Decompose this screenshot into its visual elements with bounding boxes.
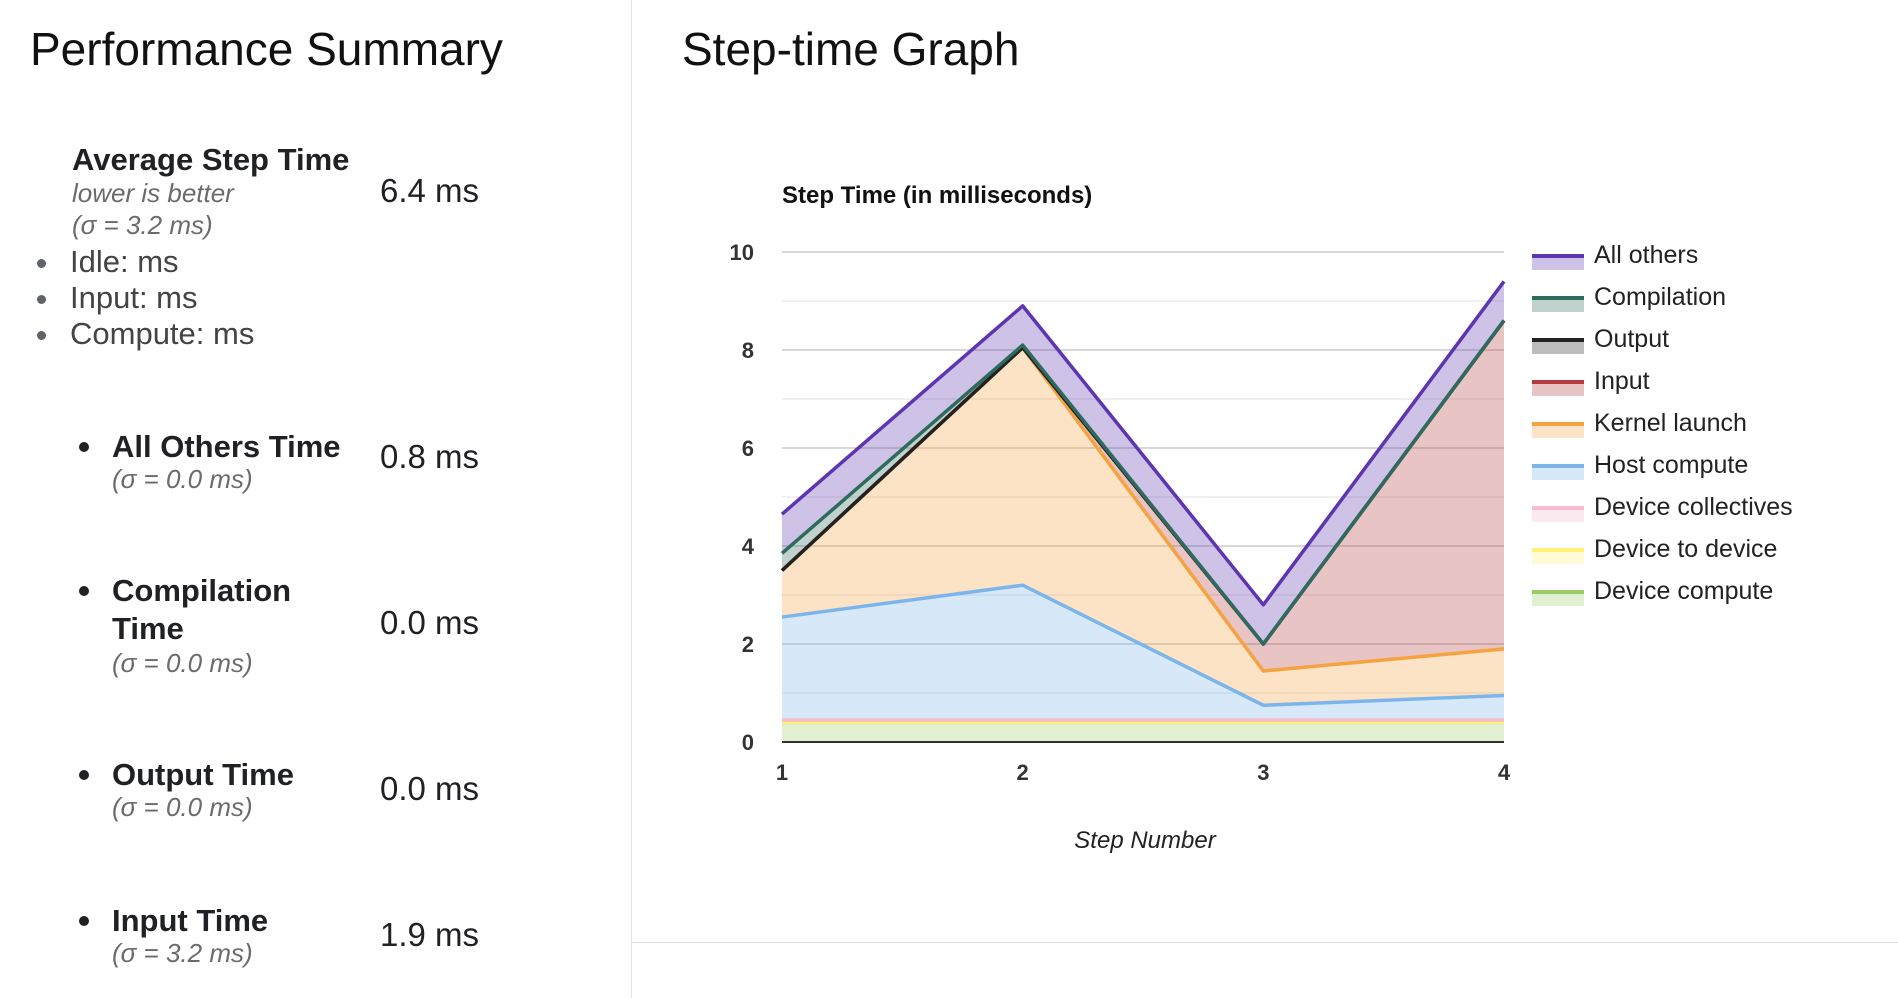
metric-sigma: (σ = 0.0 ms) [112,464,253,494]
x-tick-label: 1 [776,760,788,785]
y-tick-label: 4 [742,534,755,559]
metric-value: 0.8 ms [380,438,480,475]
legend-label: Output [1594,325,1669,353]
area-kernel-launch [782,347,1504,706]
legend-item-device-to-device[interactable]: Device to device [1532,535,1777,564]
legend-item-all-others[interactable]: All others [1532,241,1698,270]
legend-label: Device collectives [1594,493,1793,521]
x-axis-label: Step Number [1074,827,1216,854]
breakdown-item-input: Input: ms [30,280,254,316]
performance-summary-panel: Performance Summary Average Step Time lo… [0,0,632,998]
metric-value: 0.0 ms [380,604,480,641]
line-all-others [780,280,1506,607]
legend-item-device-collectives[interactable]: Device collectives [1532,493,1793,522]
metric-value: 0.0 ms [380,770,480,807]
average-step-time-label: Average Step Time [72,142,350,177]
y-tick-label: 2 [742,632,754,657]
metric-label: Input Time [112,903,269,938]
legend-item-kernel-launch[interactable]: Kernel launch [1532,409,1747,438]
bullet-icon [79,586,89,596]
y-tick-label: 10 [730,240,754,265]
legend-label: All others [1594,241,1698,269]
chart-legend: All others Compilation Output Input Kernel l… [1532,241,1793,606]
divider [632,942,1898,943]
legend-label: Input [1594,367,1650,395]
performance-summary-title: Performance Summary [30,23,503,75]
legend-label: Host compute [1594,451,1748,479]
legend-swatch [1532,256,1584,270]
step-time-breakdown-list: Idle: ms Input: ms Compute: ms [30,244,254,352]
legend-item-input[interactable]: Input [1532,367,1650,396]
step-time-graph-title: Step-time Graph [682,23,1020,75]
line-host-compute [781,583,1505,707]
metric-sigma: (σ = 0.0 ms) [112,792,253,822]
bullet-icon [79,770,89,780]
legend-label: Device to device [1594,535,1777,563]
legend-swatch [1532,466,1584,480]
metric-label-line-1: Compilation [112,573,292,608]
line-compilation [780,319,1506,646]
metric-label-line-2: Time [112,611,184,646]
x-tick-label: 4 [1498,760,1511,785]
average-step-time-value: 6.4 ms [380,172,480,209]
legend-label: Compilation [1594,283,1726,311]
chart-title: Step Time (in milliseconds) [782,182,1092,209]
legend-swatch [1532,508,1584,522]
area-device-compute [782,722,1504,742]
legend-item-compilation[interactable]: Compilation [1532,283,1726,312]
legend-swatch [1532,298,1584,312]
x-tick-label: 3 [1257,760,1269,785]
legend-item-output[interactable]: Output [1532,325,1669,354]
legend-swatch [1532,424,1584,438]
x-tick-label: 2 [1017,760,1029,785]
metric-label: All Others Time [112,429,341,464]
y-tick-label: 0 [742,730,754,755]
metric-value: 1.9 ms [380,916,480,953]
y-tick-label: 6 [742,436,754,461]
breakdown-item-compute: Compute: ms [30,316,254,352]
y-tick-label: 8 [742,338,754,363]
area-all-others [782,281,1504,644]
breakdown-item-idle: Idle: ms [30,244,254,280]
legend-label: Device compute [1594,577,1773,605]
area-host-compute [782,585,1504,720]
legend-swatch [1532,592,1584,606]
bullet-icon [79,442,89,452]
average-step-time-sigma: (σ = 3.2 ms) [72,210,213,240]
legend-label: Kernel launch [1594,409,1747,437]
metric-sigma: (σ = 3.2 ms) [112,938,253,968]
legend-swatch [1532,340,1584,354]
average-step-time-hint: lower is better [72,178,234,208]
legend-item-device-compute[interactable]: Device compute [1532,577,1773,606]
legend-swatch [1532,382,1584,396]
metric-label: Output Time [112,757,294,792]
step-time-graph-panel: Step-time Graph Step Time (in millisecon… [632,0,1898,998]
legend-swatch [1532,550,1584,564]
chart-series-lines [780,280,1506,725]
metric-sigma: (σ = 0.0 ms) [112,648,253,678]
bullet-icon [79,916,89,926]
legend-item-host-compute[interactable]: Host compute [1532,451,1748,480]
